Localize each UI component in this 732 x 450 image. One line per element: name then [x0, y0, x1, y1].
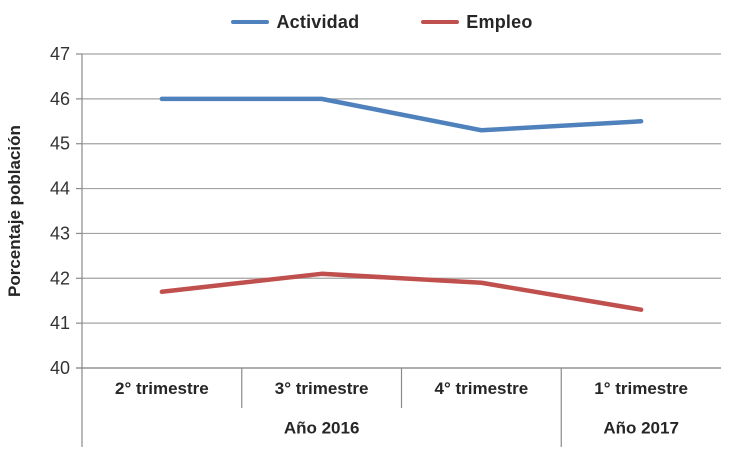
chart-legend: Actividad Empleo [16, 6, 732, 38]
axis-group-label: Año 2017 [603, 419, 679, 438]
category-label: 3° trimestre [275, 379, 369, 398]
category-label: 1° trimestre [594, 379, 688, 398]
series-line-empleo [159, 271, 644, 312]
category-label: 2° trimestre [115, 379, 209, 398]
y-tick-label: 40 [50, 358, 70, 378]
y-tick-label: 41 [50, 313, 70, 333]
legend-swatch-empleo-icon [421, 19, 460, 25]
legend-item-actividad[interactable]: Actividad [231, 12, 359, 33]
series-line-actividad [159, 96, 644, 133]
axis-group-label: Año 2016 [284, 419, 360, 438]
legend-label-actividad: Actividad [276, 11, 360, 32]
category-label: 4° trimestre [435, 379, 529, 398]
y-tick-label: 45 [50, 134, 70, 154]
y-tick-label: 43 [50, 223, 70, 243]
legend-item-empleo[interactable]: Empleo [421, 12, 532, 33]
y-axis-title: Porcentaje población [5, 125, 24, 297]
y-tick-label: 46 [50, 89, 70, 109]
y-tick-label: 47 [50, 44, 70, 64]
legend-label-empleo: Empleo [466, 11, 533, 32]
y-tick-label: 44 [50, 179, 70, 199]
legend-swatch-actividad-icon [231, 19, 270, 25]
y-tick-label: 42 [50, 268, 70, 288]
